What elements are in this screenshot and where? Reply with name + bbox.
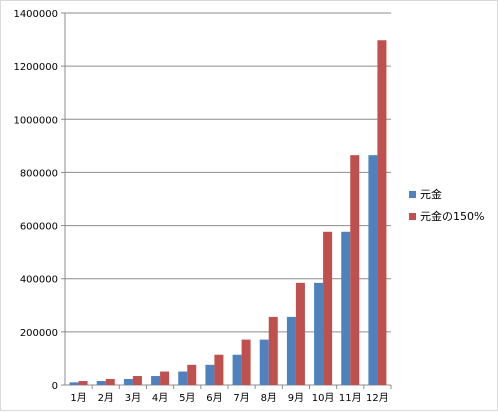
bar-principal-150-12 — [377, 40, 387, 385]
x-tick-label: 5月 — [179, 392, 195, 404]
x-tick-label: 4月 — [152, 392, 168, 404]
y-tick-label: 1200000 — [13, 62, 58, 73]
x-tick-labels: 1月 2月 3月 4月 5月 6月 7月 8月 9月 10月 11月 12月 — [70, 392, 388, 404]
y-tick-label: 1000000 — [13, 115, 58, 126]
x-tick-label: 9月 — [288, 392, 304, 404]
bar-principal-3 — [123, 379, 133, 385]
bar-principal-1 — [69, 382, 79, 385]
gridlines — [65, 12, 391, 333]
axes — [61, 12, 392, 389]
bar-principal-8 — [259, 339, 269, 385]
y-tick-label: 0 — [52, 381, 58, 392]
bar-principal-12 — [368, 155, 378, 385]
bar-principal-11 — [341, 231, 351, 385]
y-tick-labels: 0 200000 400000 600000 800000 1000000 1200000 1… — [13, 9, 58, 392]
x-tick-label: 1月 — [70, 392, 86, 404]
x-tick-label: 6月 — [206, 392, 222, 404]
x-tick-label: 10月 — [312, 392, 335, 404]
bar-principal-150-3 — [132, 376, 142, 385]
legend-label: 元金の150% — [420, 209, 484, 223]
x-tick-label: 8月 — [261, 392, 277, 404]
bar-principal-4 — [151, 376, 161, 385]
bar-principal-150-11 — [350, 155, 360, 385]
bar-principal-150-6 — [214, 354, 224, 385]
bar-principal-6 — [205, 364, 215, 385]
legend-swatch — [409, 213, 416, 220]
y-tick-label: 600000 — [20, 222, 58, 233]
legend-swatch — [409, 191, 416, 198]
x-tick-label: 3月 — [125, 392, 141, 404]
bars — [69, 40, 387, 385]
y-tick-label: 400000 — [20, 275, 58, 286]
x-tick-label: 2月 — [98, 392, 114, 404]
bar-principal-150-5 — [187, 364, 197, 385]
bar-principal-150-7 — [241, 339, 251, 385]
bar-principal-7 — [232, 354, 242, 385]
bar-principal-150-8 — [268, 316, 278, 385]
bar-principal-150-2 — [105, 379, 115, 385]
y-tick-label: 800000 — [20, 168, 58, 179]
legend-label: 元金 — [420, 187, 442, 201]
bar-principal-9 — [286, 316, 296, 385]
bar-principal-10 — [314, 282, 324, 385]
bar-principal-2 — [96, 381, 106, 385]
x-tick-label: 11月 — [339, 392, 362, 404]
bar-principal-150-1 — [78, 381, 88, 385]
x-tick-label: 12月 — [366, 392, 389, 404]
y-tick-label: 1400000 — [13, 9, 58, 20]
bar-principal-150-4 — [160, 371, 170, 385]
bar-principal-150-10 — [323, 231, 333, 385]
bar-principal-5 — [178, 371, 188, 385]
x-tick-label: 7月 — [233, 392, 249, 404]
y-tick-label: 200000 — [20, 328, 58, 339]
bar-principal-150-9 — [295, 282, 305, 385]
